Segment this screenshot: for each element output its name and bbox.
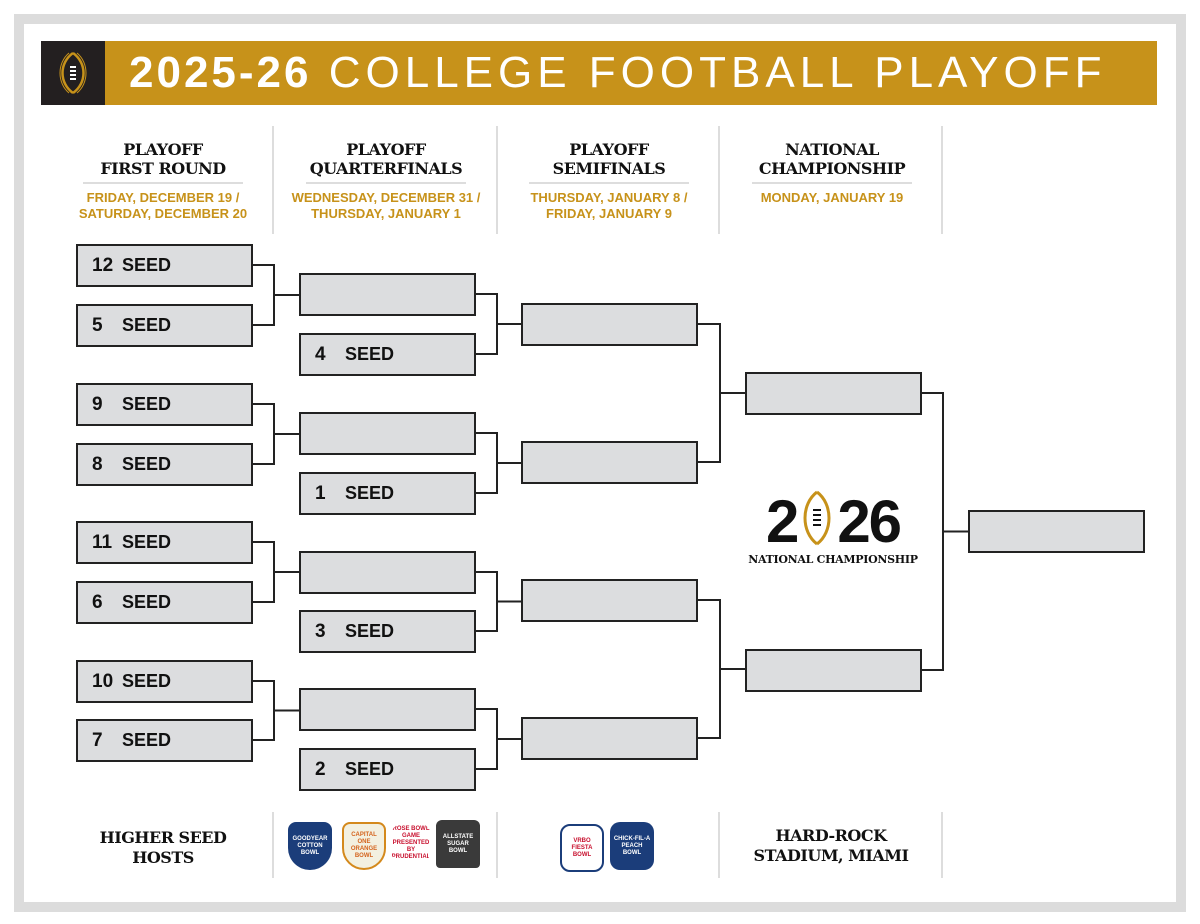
round-header: PLAYOFF FIRST ROUND FRIDAY, DECEMBER 19 /S…	[78, 140, 248, 221]
cotton-bowl-logo: Goodyear Cotton Bowl	[288, 822, 332, 870]
quarterfinal-seed-slot[interactable]: 2 SEED	[299, 748, 476, 791]
quarterfinal-seed-slot[interactable]: 4 SEED	[299, 333, 476, 376]
first-round-slot[interactable]: 9 SEED	[76, 383, 253, 426]
quarterfinal-seed-slot[interactable]: 1 SEED	[299, 472, 476, 515]
first-round-slot[interactable]: 8 SEED	[76, 443, 253, 486]
bracket-connector	[252, 264, 299, 326]
divider	[496, 126, 498, 234]
football-icon	[803, 490, 831, 546]
page-title: 2025-26 COLLEGE FOOTBALL PLAYOFF	[129, 48, 1107, 97]
semifinal-slot[interactable]	[521, 303, 698, 346]
quarterfinal-slot[interactable]	[299, 412, 476, 455]
round-header: NATIONAL CHAMPIONSHIP MONDAY, JANUARY 19	[721, 140, 943, 206]
cfp-logo-icon	[41, 41, 105, 105]
bracket-connector	[698, 323, 745, 463]
header-banner: 2025-26 COLLEGE FOOTBALL PLAYOFF	[41, 41, 1157, 105]
round-header: PLAYOFF SEMIFINALS THURSDAY, JANUARY 8 /FR…	[529, 140, 689, 221]
first-round-slot[interactable]: 10 SEED	[76, 660, 253, 703]
fiesta-bowl-logo: Vrbo Fiesta Bowl	[560, 824, 604, 872]
quarterfinal-slot[interactable]	[299, 551, 476, 594]
page-frame	[14, 14, 1186, 912]
orange-bowl-logo: Capital One Orange Bowl	[342, 822, 386, 870]
champion-slot[interactable]	[968, 510, 1145, 553]
divider	[272, 126, 274, 234]
bracket-connector	[475, 293, 521, 355]
championship-venue: HARD-ROCK STADIUM, MIAMI	[753, 826, 909, 865]
first-round-host-note: HIGHER SEED HOSTS	[99, 828, 227, 867]
championship-finalist-slot[interactable]	[745, 649, 922, 692]
quarterfinal-slot[interactable]	[299, 273, 476, 316]
bracket-connector	[475, 708, 521, 770]
semifinal-slot[interactable]	[521, 441, 698, 484]
semifinal-slot[interactable]	[521, 579, 698, 622]
bracket-connector	[252, 541, 299, 603]
first-round-slot[interactable]: 11 SEED	[76, 521, 253, 564]
divider	[941, 812, 943, 878]
rose-bowl-logo: Rose Bowl Game presented by Prudential	[388, 820, 434, 866]
peach-bowl-logo: Chick-fil-A Peach Bowl	[610, 822, 654, 870]
first-round-slot[interactable]: 5 SEED	[76, 304, 253, 347]
divider	[718, 126, 720, 234]
bracket-connector	[252, 680, 299, 741]
divider	[496, 812, 498, 878]
divider	[941, 126, 943, 234]
first-round-slot[interactable]: 12 SEED	[76, 244, 253, 287]
bracket-connector	[475, 571, 521, 632]
quarterfinal-seed-slot[interactable]: 3 SEED	[299, 610, 476, 653]
round-header: PLAYOFF QUARTERFINALS WEDNESDAY, DECEMBER …	[291, 140, 481, 221]
sugar-bowl-logo: Allstate Sugar Bowl	[436, 820, 480, 868]
quarterfinal-slot[interactable]	[299, 688, 476, 731]
national-championship-logo: 2 26 NATIONAL CHAMPIONSHIP	[748, 488, 918, 567]
bracket-connector	[252, 403, 299, 465]
semifinal-slot[interactable]	[521, 717, 698, 760]
divider	[272, 812, 274, 878]
championship-finalist-slot[interactable]	[745, 372, 922, 415]
first-round-slot[interactable]: 7 SEED	[76, 719, 253, 762]
bracket-connector	[475, 432, 521, 494]
bracket-connector	[921, 392, 968, 671]
first-round-slot[interactable]: 6 SEED	[76, 581, 253, 624]
divider	[718, 812, 720, 878]
bracket-connector	[698, 599, 745, 739]
